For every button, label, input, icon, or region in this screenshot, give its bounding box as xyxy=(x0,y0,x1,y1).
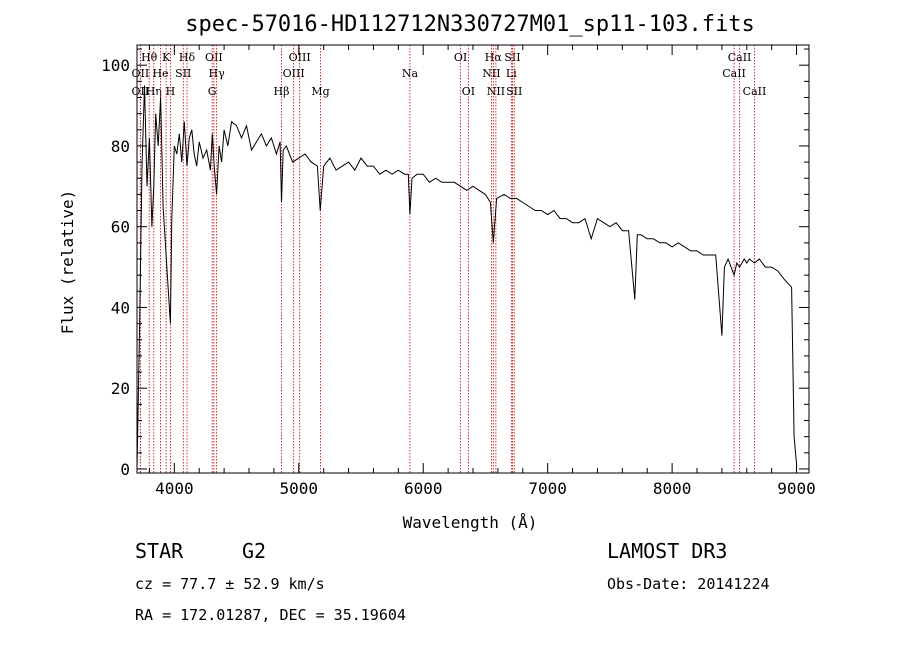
ident-line-label: Na xyxy=(402,67,419,80)
chart-title: spec-57016-HD112712N330727M01_sp11-103.f… xyxy=(185,12,755,37)
ident-line-label: G xyxy=(208,85,217,98)
plot-frame xyxy=(136,44,810,474)
ident-line-label: NII xyxy=(482,67,500,80)
y-tick-label: 100 xyxy=(101,56,130,75)
y-axis-label: Flux (relative) xyxy=(58,190,77,335)
ident-line-label: Hη xyxy=(146,85,162,98)
ident-line-label: CaII xyxy=(743,85,767,98)
ident-line-label: Hβ xyxy=(274,85,290,98)
ident-line-label: OII xyxy=(205,51,223,64)
x-tick-label: 8000 xyxy=(653,479,692,498)
y-tick-label: 40 xyxy=(111,298,130,317)
x-tick-label: 9000 xyxy=(777,479,816,498)
ident-line-label: K xyxy=(162,51,171,64)
x-axis-label: Wavelength (Å) xyxy=(403,513,538,532)
redshift-text: cz = 77.7 ± 52.9 km/s xyxy=(135,575,325,593)
ident-line-label: OI xyxy=(454,51,467,64)
x-tick-label: 5000 xyxy=(280,479,319,498)
ident-line-label: SII xyxy=(175,67,191,80)
x-tick-label: 7000 xyxy=(528,479,567,498)
x-tick-label: 6000 xyxy=(404,479,443,498)
ident-line-label: OIII xyxy=(289,51,311,64)
ident-line-label: Li xyxy=(506,67,517,80)
ident-line-label: Hα xyxy=(485,51,503,64)
coordinates: RA = 172.01287, DEC = 35.19604 xyxy=(135,606,406,624)
ident-line-label: H xyxy=(166,85,176,98)
ident-line-label: NII xyxy=(487,85,505,98)
ident-line-label: SII xyxy=(504,51,520,64)
spectrum-series-line xyxy=(136,85,798,470)
obs-date: Obs-Date: 20141224 xyxy=(607,575,770,593)
ident-line-label: Mg xyxy=(311,85,329,98)
survey-name: LAMOST DR3 xyxy=(607,539,727,563)
object-class: STAR xyxy=(135,539,184,563)
ident-line-label: Hθ xyxy=(141,51,158,64)
ident-line-label: Hγ xyxy=(209,67,226,80)
y-tick-label: 0 xyxy=(120,460,130,479)
ident-line-label: Hδ xyxy=(179,51,196,64)
tick-labels: 4000 5000 6000 7000 8000 9000 0 20 40 60 80 100 xyxy=(101,56,816,498)
ident-line-label: OI xyxy=(462,85,475,98)
x-tick-label: 4000 xyxy=(155,479,194,498)
ident-line-label: CaII xyxy=(722,67,746,80)
ident-line-label: SII xyxy=(506,85,522,98)
ident-line-label: OIII xyxy=(283,67,305,80)
ident-line-label: CaII xyxy=(728,51,752,64)
axis-ticks xyxy=(137,45,809,473)
object-subclass: G2 xyxy=(242,539,266,563)
y-tick-label: 60 xyxy=(111,218,130,237)
y-tick-label: 80 xyxy=(111,137,130,156)
ident-line-label: He xyxy=(152,67,168,80)
y-tick-label: 20 xyxy=(111,379,130,398)
